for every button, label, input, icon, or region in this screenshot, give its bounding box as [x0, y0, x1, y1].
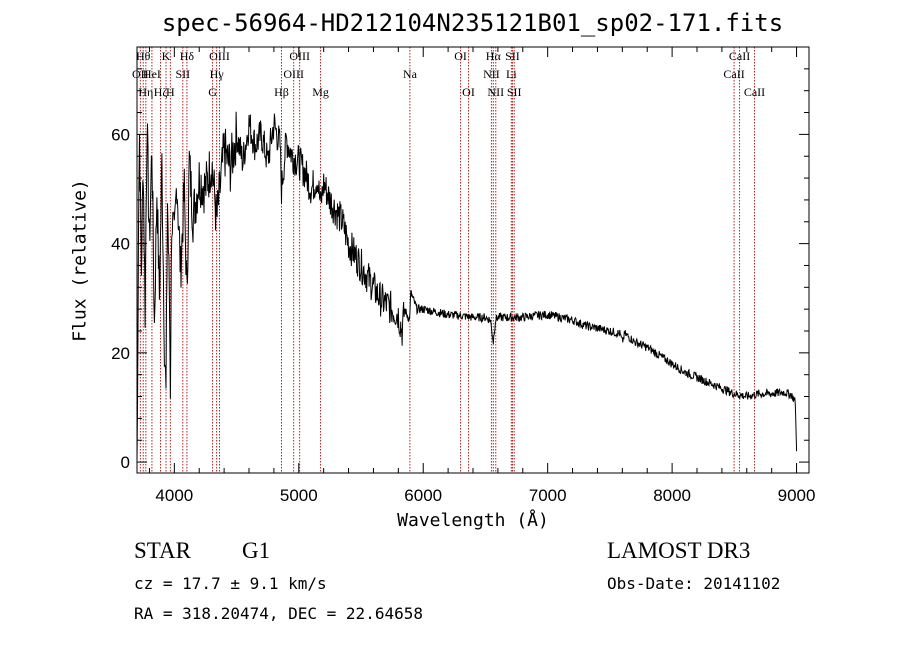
- cz-text: cz = 17.7 ± 9.1 km/s: [134, 574, 327, 593]
- y-tick-label: 40: [111, 235, 130, 254]
- x-tick-label: 5000: [280, 486, 318, 505]
- y-axis-label: Flux (relative): [69, 179, 91, 342]
- x-tick-label: 9000: [778, 486, 816, 505]
- axes: 4000 5000 6000 7000 8000 9000 0 20 40 60: [111, 46, 816, 505]
- line-label: OII: [132, 67, 149, 81]
- line-label: OI: [454, 49, 467, 63]
- line-label: G: [208, 85, 217, 99]
- obs-date-text: Obs-Date: 20141102: [607, 574, 781, 593]
- line-label: HeI: [143, 67, 161, 81]
- line-label: NII: [483, 67, 500, 81]
- y-tick-label: 60: [111, 125, 130, 144]
- line-label: Hβ: [274, 85, 289, 99]
- plot-frame: [136, 46, 810, 474]
- spectrum-line: [136, 111, 798, 463]
- x-tick-label: 6000: [404, 486, 442, 505]
- line-label: SII: [507, 85, 522, 99]
- line-label: Li: [506, 67, 517, 81]
- line-label: H: [166, 85, 175, 99]
- line-label: Na: [403, 67, 418, 81]
- line-label: Mg: [312, 85, 329, 99]
- subclass-label: G1: [242, 538, 271, 563]
- line-label: Hη: [138, 85, 153, 99]
- coords-text: RA = 318.20474, DEC = 22.64658: [134, 604, 423, 623]
- chart-title: spec-56964-HD212104N235121B01_sp02-171.f…: [161, 9, 784, 37]
- x-tick-label: 4000: [155, 486, 193, 505]
- x-tick-label: 8000: [653, 486, 691, 505]
- y-tick-label: 0: [121, 453, 130, 472]
- spectrum-series: [136, 111, 798, 463]
- line-label: OIII: [283, 67, 304, 81]
- line-label: Hθ: [136, 49, 151, 63]
- line-labels: OIIHθHηHeIHζKHSIIHδGHγOIIIHβOIIIOIIIMgNa…: [132, 49, 765, 99]
- line-label: OI: [462, 85, 475, 99]
- y-tick-label: 20: [111, 344, 130, 363]
- line-label: CaII: [744, 85, 765, 99]
- line-label: CaII: [729, 49, 750, 63]
- line-markers: [139, 47, 755, 473]
- line-label: Hζ: [154, 85, 168, 99]
- line-label: SII: [505, 49, 520, 63]
- line-label: Hδ: [180, 49, 195, 63]
- x-tick-label: 7000: [529, 486, 567, 505]
- line-label: Hα: [486, 49, 502, 63]
- line-label: OIII: [209, 49, 230, 63]
- line-label: K: [162, 49, 171, 63]
- line-label: OIII: [289, 49, 310, 63]
- line-label: NII: [487, 85, 504, 99]
- class-label: STAR: [134, 538, 191, 563]
- line-label: Hγ: [210, 67, 225, 81]
- x-axis-label: Wavelength (Å): [397, 510, 549, 531]
- line-label: SII: [175, 67, 190, 81]
- line-label: CaII: [723, 67, 744, 81]
- survey-label: LAMOST DR3: [607, 538, 751, 563]
